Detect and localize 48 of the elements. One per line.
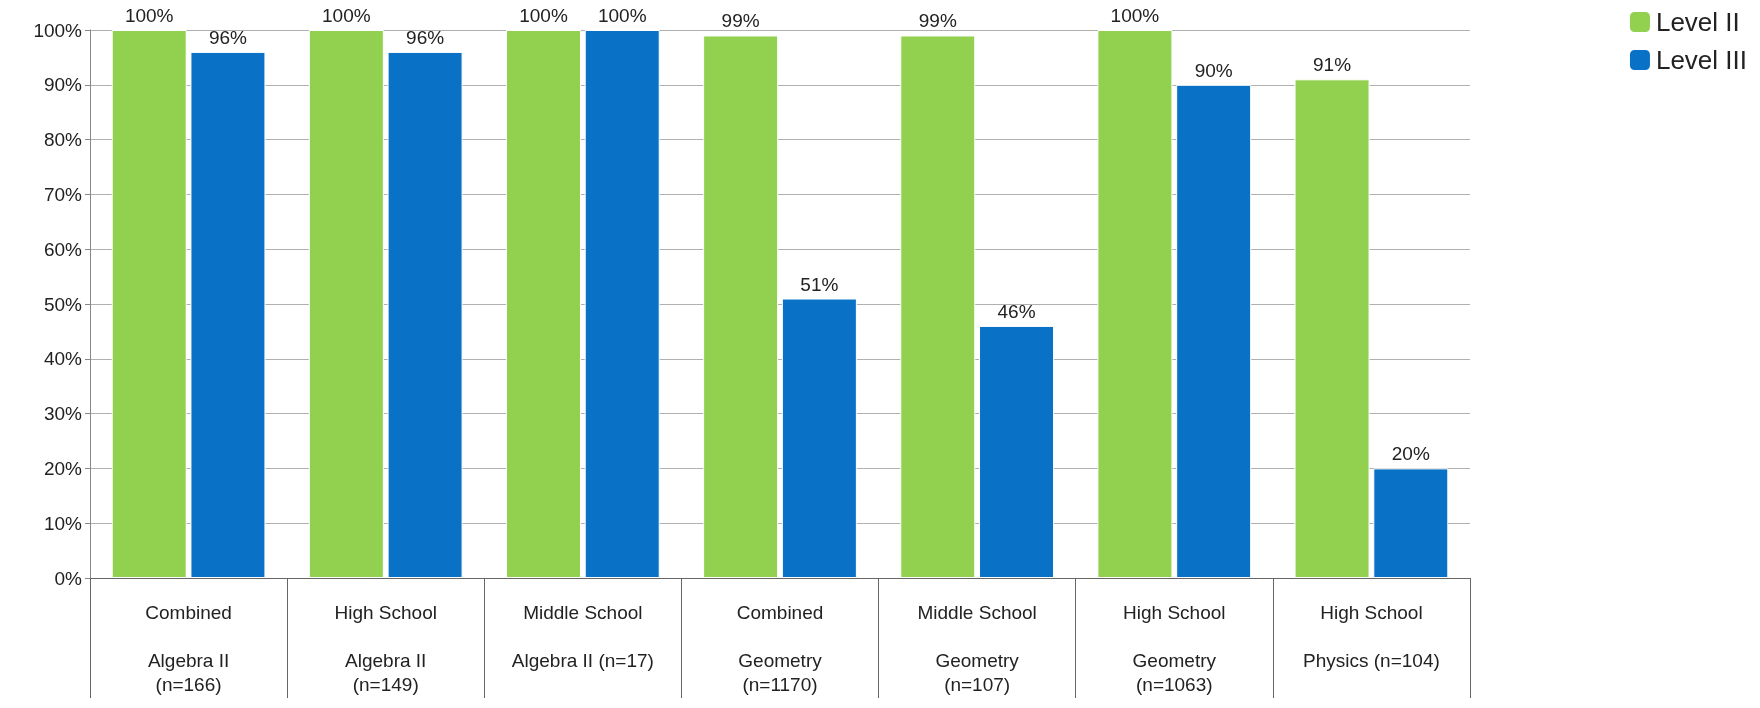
data-label: 90%	[1194, 59, 1233, 81]
data-label: 99%	[721, 10, 760, 32]
bar	[979, 325, 1055, 578]
y-tick-label: 100%	[33, 19, 83, 41]
legend-label: Level III	[1655, 45, 1748, 75]
y-tick-label: 40%	[43, 348, 83, 370]
bar	[1097, 30, 1173, 578]
y-tick-label: 70%	[43, 183, 83, 205]
category-label: Middle School Geometry (n=107)	[917, 601, 1037, 695]
data-label: 100%	[597, 5, 647, 26]
y-tick-label: 50%	[43, 293, 83, 315]
bar	[308, 30, 384, 578]
y-tick-label: 30%	[43, 403, 83, 425]
y-tick-label: 90%	[43, 74, 83, 96]
category-label: Middle School Algebra II (n=17)	[511, 601, 654, 671]
data-label: 96%	[406, 26, 445, 48]
bar	[387, 51, 463, 578]
bar	[584, 30, 660, 578]
bar	[111, 30, 187, 578]
bar	[1294, 79, 1370, 578]
bar	[1176, 84, 1252, 578]
data-label: 100%	[519, 5, 568, 26]
data-label: 51%	[800, 273, 839, 295]
category-label: Combined Geometry (n=1170)	[736, 601, 824, 695]
y-tick-label: 20%	[43, 457, 83, 479]
category-label: High School Algebra II (n=149)	[334, 601, 437, 695]
data-label: 99%	[918, 10, 957, 32]
data-label: 20%	[1391, 443, 1430, 465]
bar	[703, 35, 779, 578]
category-label: High School Physics (n=104)	[1303, 601, 1440, 671]
bar	[900, 35, 976, 578]
category-label: Combined Algebra II (n=166)	[145, 601, 232, 695]
y-tick-label: 60%	[43, 238, 83, 260]
bar	[505, 30, 581, 578]
data-label: 100%	[322, 5, 371, 26]
bar	[190, 51, 266, 578]
bar	[1373, 468, 1449, 578]
data-label: 100%	[1110, 5, 1160, 26]
category-label: High School Geometry (n=1063)	[1123, 601, 1226, 695]
y-tick-label: 10%	[43, 512, 83, 534]
data-label: 46%	[997, 300, 1036, 322]
y-tick-label: 80%	[43, 129, 83, 151]
y-tick-label: 0%	[54, 567, 83, 589]
legend-label: Level II	[1655, 7, 1740, 37]
bar	[781, 298, 857, 578]
data-label: 91%	[1313, 54, 1352, 76]
data-label: 100%	[124, 5, 174, 26]
data-label: 96%	[208, 26, 248, 48]
